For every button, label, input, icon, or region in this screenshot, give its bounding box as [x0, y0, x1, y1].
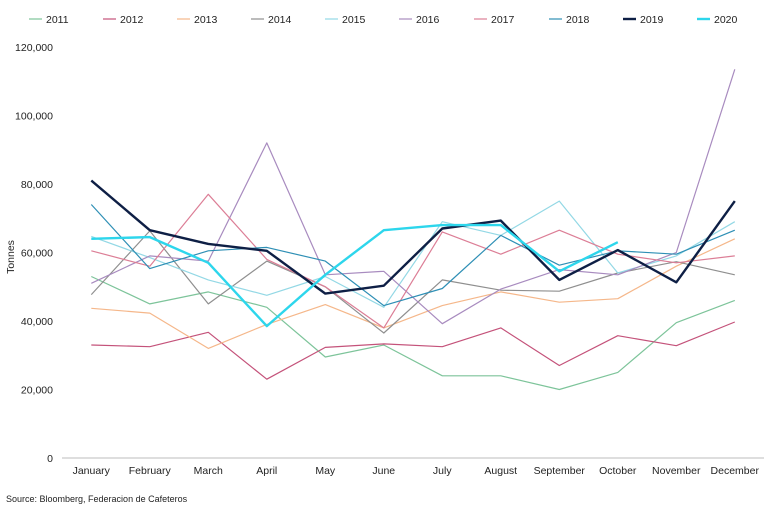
x-tick-label: April — [256, 465, 277, 477]
series-line-2020 — [91, 223, 619, 328]
y-tick-label: 40,000 — [21, 316, 53, 328]
series-line-2011 — [91, 275, 736, 391]
legend-label-2018: 2018 — [566, 14, 590, 26]
legend: 2011 2012 2013 2014 2015 2016 2017 2018 2019 2020 — [29, 14, 738, 26]
y-tick-label: 0 — [47, 453, 53, 465]
series-line-2015 — [91, 200, 736, 308]
x-tick-label: May — [315, 465, 336, 477]
legend-label-2020: 2020 — [714, 14, 738, 26]
x-tick-label: August — [484, 465, 517, 477]
series-line-2012 — [91, 321, 736, 380]
legend-label-2014: 2014 — [268, 14, 292, 26]
x-tick-label: February — [129, 465, 172, 477]
y-tick-label: 20,000 — [21, 385, 53, 397]
legend-label-2013: 2013 — [194, 14, 218, 26]
legend-label-2015: 2015 — [342, 14, 366, 26]
y-tick-label: 80,000 — [21, 179, 53, 191]
x-tick-label: January — [73, 465, 111, 477]
legend-label-2017: 2017 — [491, 14, 515, 26]
legend-label-2019: 2019 — [640, 14, 664, 26]
x-tick-label: October — [599, 465, 637, 477]
legend-label-2016: 2016 — [416, 14, 440, 26]
y-tick-label: 120,000 — [15, 42, 53, 54]
y-tick-label: 60,000 — [21, 248, 53, 260]
legend-label-2011: 2011 — [46, 14, 69, 26]
series-line-2013 — [91, 238, 736, 349]
y-axis-ticks: 0 20,000 40,000 60,000 80,000 100,000 120,000 — [15, 42, 53, 465]
series-line-2016 — [91, 69, 736, 325]
x-tick-label: December — [711, 465, 760, 477]
plot-area — [90, 69, 736, 391]
x-tick-label: July — [433, 465, 452, 477]
y-tick-label: 100,000 — [15, 111, 53, 123]
series-line-2019 — [90, 179, 736, 295]
legend-label-2012: 2012 — [120, 14, 144, 26]
source-note: Source: Bloomberg, Federacion de Cafeter… — [6, 494, 188, 504]
x-tick-label: September — [534, 465, 586, 477]
x-tick-label: March — [194, 465, 223, 477]
x-tick-label: June — [372, 465, 395, 477]
y-axis-label: Tonnes — [5, 240, 17, 274]
x-tick-label: November — [652, 465, 701, 477]
series-line-2018 — [90, 204, 736, 307]
x-axis-ticks: January February March April May June July Augu… — [73, 465, 760, 477]
series-line-2014 — [90, 230, 735, 334]
